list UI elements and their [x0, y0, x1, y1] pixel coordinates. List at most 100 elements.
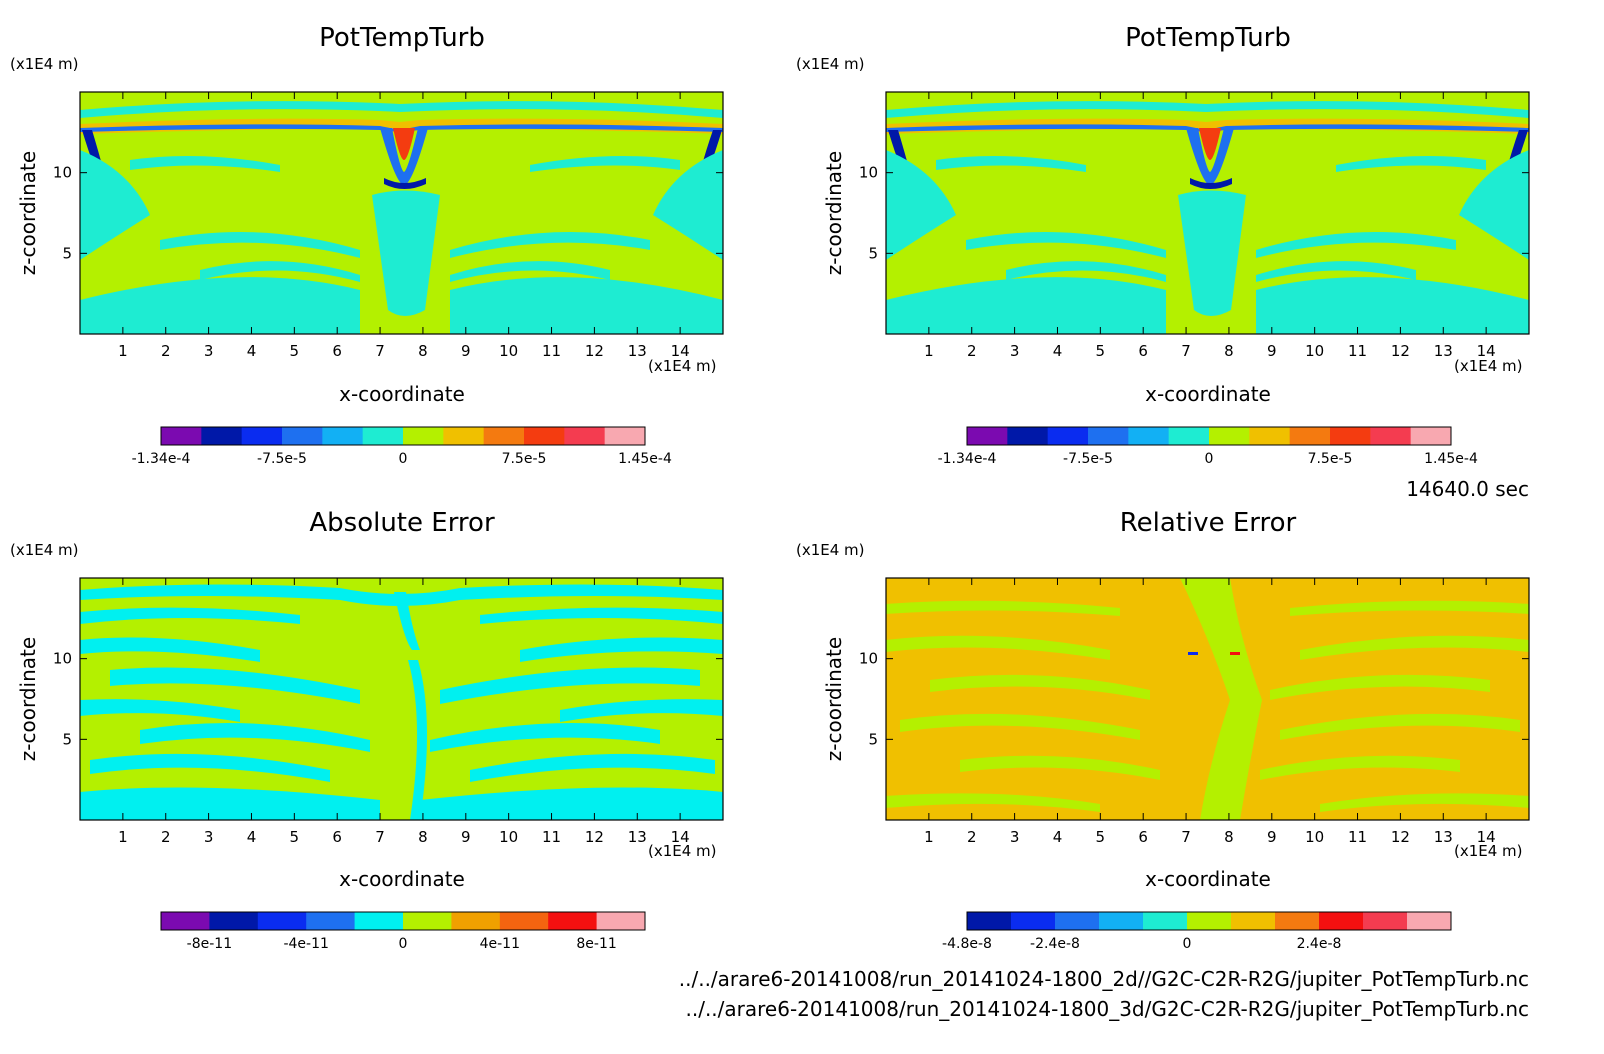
- colorbar: -1.34e-4 -7.5e-5 0 7.5e-5 1.45e-4: [938, 426, 1478, 467]
- heatmap-field: [80, 578, 723, 820]
- x-axis-unit: (x1E4 m): [648, 357, 717, 375]
- colorbar-swatch: [161, 427, 202, 445]
- colorbar-swatch: [1047, 427, 1089, 445]
- y-axis-unit: (x1E4 m): [10, 541, 79, 559]
- y-tick-label: 10: [859, 650, 878, 668]
- x-tick-label: 14: [671, 342, 690, 360]
- x-tick-label: 14: [1477, 828, 1496, 846]
- x-tick-label: 4: [247, 342, 257, 360]
- x-tick-label: 8: [1224, 828, 1234, 846]
- colorbar-tick-label: 0: [1205, 451, 1214, 467]
- colorbar-swatch: [1209, 427, 1250, 445]
- colorbar-tick-label: 8e-11: [576, 936, 616, 952]
- colorbar-swatch: [1187, 912, 1232, 930]
- plot-frame: [885, 91, 1530, 335]
- x-tick-label: 11: [1348, 828, 1367, 846]
- colorbar-tick-label: -2.4e-8: [1030, 936, 1080, 952]
- colorbar-swatch: [354, 912, 404, 930]
- heatmap-field: [886, 92, 1529, 334]
- x-tick-label: 13: [628, 828, 647, 846]
- colorbar-tick-label: 1.45e-4: [618, 451, 672, 467]
- x-tick-label: 6: [332, 342, 342, 360]
- time-label: 14640.0 sec: [1406, 477, 1529, 501]
- x-tick-label: 9: [461, 828, 471, 846]
- heatmap-field: [886, 578, 1529, 820]
- x-ticks: 1 2 3 4 5 6 7 8 9 10 11 12 13 14: [924, 92, 1496, 360]
- colorbar-swatch: [306, 912, 356, 930]
- colorbar-frame: [160, 426, 646, 446]
- x-tick-label: 14: [671, 828, 690, 846]
- y-tick-label: 5: [62, 730, 72, 748]
- colorbar-tick-label: -1.34e-4: [132, 451, 191, 467]
- x-tick-label: 7: [1181, 828, 1191, 846]
- colorbar-swatch: [1128, 427, 1170, 445]
- colorbar-swatch: [524, 427, 565, 445]
- x-tick-label: 11: [1348, 342, 1367, 360]
- x-tick-label: 1: [118, 828, 128, 846]
- x-tick-label: 6: [332, 828, 342, 846]
- x-tick-label: 4: [1053, 828, 1063, 846]
- x-tick-label: 1: [924, 342, 934, 360]
- colorbar-frame: [966, 426, 1452, 446]
- y-axis-unit: (x1E4 m): [796, 541, 865, 559]
- plot-frame: [79, 577, 724, 821]
- colorbar-tick-label: -7.5e-5: [257, 451, 307, 467]
- x-tick-label: 10: [1305, 828, 1324, 846]
- x-tick-label: 8: [418, 828, 428, 846]
- colorbar-swatch: [1363, 912, 1408, 930]
- colorbar-tick-label: -4.8e-8: [942, 936, 992, 952]
- x-tick-label: 10: [499, 342, 518, 360]
- x-tick-label: 12: [1391, 342, 1410, 360]
- x-tick-label: 2: [161, 342, 171, 360]
- colorbar-swatch: [596, 912, 646, 930]
- y-axis-label: z-coordinate: [822, 151, 846, 275]
- y-axis-unit: (x1E4 m): [10, 55, 79, 73]
- x-tick-label: 11: [542, 342, 561, 360]
- colorbar-swatch: [1007, 427, 1049, 445]
- x-axis-label: x-coordinate: [339, 867, 465, 891]
- x-tick-label: 3: [204, 828, 214, 846]
- x-tick-label: 9: [1267, 828, 1277, 846]
- colorbar-swatch: [1370, 427, 1412, 445]
- colorbar-swatch: [201, 427, 243, 445]
- colorbar-swatch: [604, 427, 646, 445]
- colorbar-frame: [160, 911, 646, 931]
- x-axis-unit: (x1E4 m): [1454, 357, 1523, 375]
- colorbar-tick-label: -4e-11: [283, 936, 328, 952]
- x-tick-label: 5: [290, 342, 300, 360]
- x-tick-label: 7: [1181, 342, 1191, 360]
- colorbar-swatch: [1143, 912, 1188, 930]
- colorbar-tick-label: -1.34e-4: [938, 451, 997, 467]
- colorbar-swatch: [1407, 912, 1452, 930]
- y-tick-label: 10: [859, 164, 878, 182]
- colorbar-swatch: [1289, 427, 1331, 445]
- x-tick-label: 2: [161, 828, 171, 846]
- x-axis-unit: (x1E4 m): [1454, 842, 1523, 860]
- colorbar-swatch: [1055, 912, 1100, 930]
- colorbar-tick-label: 4e-11: [480, 936, 520, 952]
- y-tick-label: 5: [868, 730, 878, 748]
- x-tick-label: 1: [118, 342, 128, 360]
- colorbar-swatch: [322, 427, 364, 445]
- y-axis-label: z-coordinate: [16, 637, 40, 761]
- plot-frame: [885, 577, 1530, 821]
- x-tick-label: 11: [542, 828, 561, 846]
- colorbar-swatch: [403, 912, 452, 930]
- y-axis-label: z-coordinate: [822, 637, 846, 761]
- colorbar-swatch: [1099, 912, 1144, 930]
- x-tick-label: 12: [585, 342, 604, 360]
- colorbar-swatch: [564, 427, 606, 445]
- colorbar-swatch: [282, 427, 323, 445]
- colorbar-swatch: [241, 427, 283, 445]
- heatmap-field: [80, 92, 723, 334]
- colorbar-swatch: [209, 912, 259, 930]
- x-axis-label: x-coordinate: [1145, 867, 1271, 891]
- colorbar-swatch: [443, 427, 485, 445]
- x-tick-label: 7: [375, 342, 385, 360]
- colorbar-frame: [966, 911, 1452, 931]
- file-path-3d: ../../arare6-20141008/run_20141024-1800_…: [686, 997, 1530, 1021]
- x-tick-label: 2: [967, 828, 977, 846]
- file-path-2d: ../../arare6-20141008/run_20141024-1800_…: [679, 967, 1529, 991]
- colorbar-swatch: [1231, 912, 1276, 930]
- colorbar-swatch: [161, 912, 210, 930]
